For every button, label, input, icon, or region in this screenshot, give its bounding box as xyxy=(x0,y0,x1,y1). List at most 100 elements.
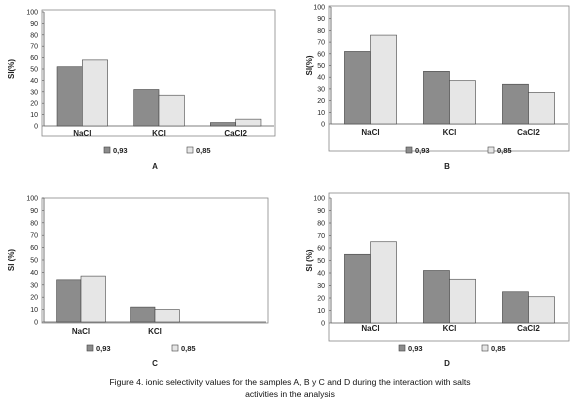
chart-a-ytick-label: 80 xyxy=(30,32,38,39)
chart-c-category-label: KCl xyxy=(148,327,162,336)
chart-b-ytick-label: 10 xyxy=(317,110,325,117)
chart-a-ytick-label: 70 xyxy=(30,44,38,51)
chart-b-ylabel: SI(%) xyxy=(305,55,314,75)
chart-c-ylabel: SI (%) xyxy=(7,249,16,272)
chart-b-bar-kcl-series-1 xyxy=(423,71,450,125)
chart-b-panel-label: B xyxy=(444,162,450,171)
chart-a-legend-swatch xyxy=(186,146,194,154)
chart-d-ytick-label: 70 xyxy=(317,233,325,240)
chart-a-panel-label: A xyxy=(152,162,158,171)
chart-b-legend-label: 0,85 xyxy=(497,146,512,155)
chart-d-category-label: CaCl2 xyxy=(517,324,540,333)
chart-c-category-label: NaCl xyxy=(72,327,90,336)
chart-a-ytick-label: 50 xyxy=(30,67,38,74)
chart-a-frame xyxy=(41,9,276,137)
chart-c-ytick-label: 10 xyxy=(30,307,38,314)
chart-a-bar-cacl2-series-1 xyxy=(210,122,236,127)
chart-b-ytick-label: 90 xyxy=(317,16,325,23)
chart-a-ytick-label: 90 xyxy=(30,21,38,28)
chart-d-bar-nacl-series-1 xyxy=(344,253,371,324)
chart-b-category-label: CaCl2 xyxy=(517,128,540,137)
chart-a-ytick-label: 40 xyxy=(30,78,38,85)
figure-caption: Figure 4. ionic selectivity values for t… xyxy=(0,376,580,400)
chart-c-ytick-label: 20 xyxy=(30,295,38,302)
chart-b-bar-kcl-series-2 xyxy=(449,80,476,125)
chart-d-legend-swatch xyxy=(481,344,489,352)
chart-d-ytick-label: 50 xyxy=(317,258,325,265)
chart-b-ytick-label: 20 xyxy=(317,98,325,105)
chart-d-bar-kcl-series-1 xyxy=(423,270,450,324)
chart-c-ytick-label: 90 xyxy=(30,208,38,215)
chart-c-ytick-label: 40 xyxy=(30,270,38,277)
chart-d-ytick-label: 10 xyxy=(317,308,325,315)
chart-c-ytick-label: 70 xyxy=(30,233,38,240)
chart-a-legend-label: 0,85 xyxy=(196,146,211,155)
chart-c-legend-swatch xyxy=(86,344,94,352)
chart-c-frame xyxy=(41,197,269,324)
chart-a-legend-label: 0,93 xyxy=(113,146,128,155)
chart-d-ytick-label: 80 xyxy=(317,221,325,228)
chart-c-ytick-label: 100 xyxy=(26,196,38,203)
chart-a-bar-kcl-series-2 xyxy=(158,94,185,127)
chart-b-ytick-label: 80 xyxy=(317,28,325,35)
chart-c-panel-label: C xyxy=(152,359,158,368)
chart-d-legend-label: 0,85 xyxy=(491,344,506,353)
chart-a-category-label: KCl xyxy=(152,129,166,138)
chart-c-ytick-label: 50 xyxy=(30,258,38,265)
caption-line-1: Figure 4. ionic selectivity values for t… xyxy=(109,377,471,387)
chart-a-ytick-label: 20 xyxy=(30,101,38,108)
chart-d-panel-label: D xyxy=(444,359,450,368)
chart-d-ytick-label: 90 xyxy=(317,208,325,215)
chart-a-ylabel: SI(%) xyxy=(7,59,16,79)
chart-d-legend-label: 0,93 xyxy=(408,344,423,353)
chart-d-ytick-label: 40 xyxy=(317,271,325,278)
chart-b-legend-label: 0,93 xyxy=(415,146,430,155)
chart-c-legend-label: 0,85 xyxy=(181,344,196,353)
chart-d-frame xyxy=(328,192,570,342)
chart-c-bar-nacl-series-2 xyxy=(80,275,106,323)
chart-c-ytick-label: 80 xyxy=(30,220,38,227)
chart-b-ytick-label: 40 xyxy=(317,75,325,82)
chart-b-ytick-label: 60 xyxy=(317,51,325,58)
chart-a-bar-kcl-series-1 xyxy=(133,89,160,127)
chart-b-category-label: KCl xyxy=(443,128,457,137)
chart-d-bar-kcl-series-2 xyxy=(449,278,476,324)
chart-a-ytick-label: 60 xyxy=(30,55,38,62)
chart-b-ytick-label: 50 xyxy=(317,63,325,70)
chart-d-ytick-label: 0 xyxy=(321,321,325,328)
chart-c-legend-label: 0,93 xyxy=(96,344,111,353)
chart-c-bar-kcl-series-2 xyxy=(154,309,180,323)
chart-a-ytick-label: 30 xyxy=(30,89,38,96)
chart-d-ytick-label: 30 xyxy=(317,283,325,290)
chart-b-ytick-label: 100 xyxy=(313,5,325,12)
chart-d-ytick-label: 60 xyxy=(317,246,325,253)
chart-c-bar-kcl-series-1 xyxy=(130,306,156,323)
chart-a-bar-nacl-series-2 xyxy=(82,59,108,127)
chart-b-ytick-label: 30 xyxy=(317,86,325,93)
chart-a-category-label: NaCl xyxy=(73,129,91,138)
chart-d-ytick-label: 20 xyxy=(317,296,325,303)
chart-d-ytick-label: 100 xyxy=(313,196,325,203)
chart-c-legend-swatch xyxy=(171,344,179,352)
chart-b-legend-swatch xyxy=(405,146,413,154)
chart-b-bar-cacl2-series-1 xyxy=(502,83,529,125)
chart-b-frame xyxy=(328,5,570,152)
chart-c-bar-nacl-series-1 xyxy=(56,279,82,323)
chart-d-bar-cacl2-series-2 xyxy=(528,296,555,324)
chart-a-legend-swatch xyxy=(103,146,111,154)
chart-b-ytick-label: 70 xyxy=(317,40,325,47)
chart-a-bar-cacl2-series-2 xyxy=(235,118,262,127)
chart-b-legend-swatch xyxy=(487,146,495,154)
chart-b-bar-cacl2-series-2 xyxy=(528,92,555,125)
chart-b-category-label: NaCl xyxy=(361,128,379,137)
chart-d-bar-cacl2-series-1 xyxy=(502,291,529,324)
chart-a-category-label: CaCl2 xyxy=(224,129,247,138)
chart-b-bar-nacl-series-1 xyxy=(344,51,371,125)
chart-a-ytick-label: 10 xyxy=(30,112,38,119)
chart-d-bar-nacl-series-2 xyxy=(370,241,397,324)
chart-c-ytick-label: 60 xyxy=(30,245,38,252)
chart-c-ytick-label: 30 xyxy=(30,282,38,289)
chart-c-ytick-label: 0 xyxy=(34,320,38,327)
chart-d-category-label: KCl xyxy=(443,324,457,333)
